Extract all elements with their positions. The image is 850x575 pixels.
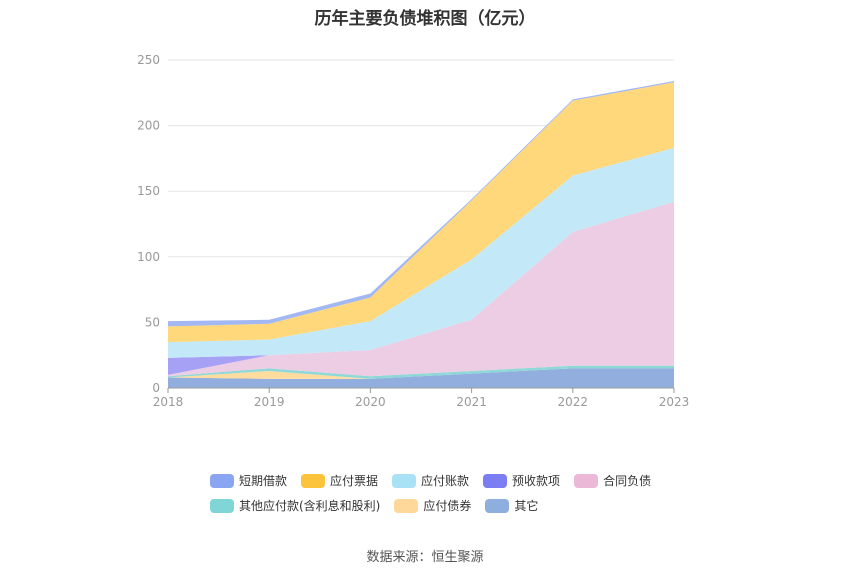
legend-swatch xyxy=(394,498,419,513)
stacked-area-chart: 0 50 100 150 200 250 2018 2019 2020 2021 2022 2023 xyxy=(137,53,689,409)
area-series xyxy=(168,80,674,388)
area-series-3[interactable] xyxy=(168,201,674,377)
legend-label: 合同负债 xyxy=(603,474,652,488)
legend-swatch xyxy=(301,473,326,488)
legend-item[interactable]: 预收款项 xyxy=(483,472,560,489)
legend-item[interactable]: 其他应付款(含利息和股利) xyxy=(210,497,380,514)
legend-swatch xyxy=(392,473,417,488)
legend-item[interactable]: 应付账款 xyxy=(392,472,469,489)
x-tick-label: 2022 xyxy=(558,395,589,409)
legend-item[interactable]: 应付票据 xyxy=(301,472,378,489)
chart-title: 历年主要负债堆积图（亿元） xyxy=(314,9,536,29)
area-series-5[interactable] xyxy=(168,147,674,358)
legend-swatch xyxy=(210,473,234,488)
legend-item[interactable]: 合同负债 xyxy=(574,472,651,489)
legend-swatch xyxy=(483,473,508,488)
legend-swatch xyxy=(485,498,510,513)
x-tick-label: 2021 xyxy=(456,395,487,409)
legend-label: 应付账款 xyxy=(421,474,470,488)
x-tick-label: 2018 xyxy=(153,395,184,409)
y-tick-label: 150 xyxy=(137,184,160,198)
legend-item[interactable]: 应付债券 xyxy=(394,497,471,514)
y-tick-label: 200 xyxy=(137,119,160,133)
area-series-1[interactable] xyxy=(168,368,674,379)
data-source: 数据来源：恒生聚源 xyxy=(366,550,484,565)
x-tick-label: 2023 xyxy=(659,395,690,409)
y-tick-label: 250 xyxy=(137,53,160,67)
legend-swatch xyxy=(574,473,599,488)
legend-item[interactable]: 短期借款 xyxy=(210,472,287,489)
legend-row-2: 其他应付款(含利息和股利) 应付债券 其它 xyxy=(210,497,552,514)
y-tick-label: 100 xyxy=(137,250,160,264)
legend-item[interactable]: 其它 xyxy=(485,497,538,514)
legend-label: 短期借款 xyxy=(239,474,288,488)
legend-label: 应付债券 xyxy=(423,499,472,513)
legend-label: 其它 xyxy=(514,499,539,513)
area-series-2[interactable] xyxy=(168,365,674,379)
legend-label: 应付票据 xyxy=(330,474,379,488)
legend-label: 其他应付款(含利息和股利) xyxy=(239,499,381,513)
y-tick-label: 0 xyxy=(152,381,160,395)
x-tick-label: 2020 xyxy=(355,395,386,409)
area-series-6[interactable] xyxy=(168,82,674,343)
legend-label: 预收款项 xyxy=(512,474,561,488)
legend-row-1: 短期借款 应付票据 应付账款 预收款项 合同负债 xyxy=(210,472,665,489)
legend-swatch xyxy=(210,498,234,513)
y-tick-label: 50 xyxy=(145,315,160,329)
axes: 0 50 100 150 200 250 2018 2019 2020 2021 2022 2023 xyxy=(137,53,689,409)
area-series-0[interactable] xyxy=(168,368,674,388)
x-tick-label: 2019 xyxy=(254,395,285,409)
area-series-4[interactable] xyxy=(168,201,674,375)
